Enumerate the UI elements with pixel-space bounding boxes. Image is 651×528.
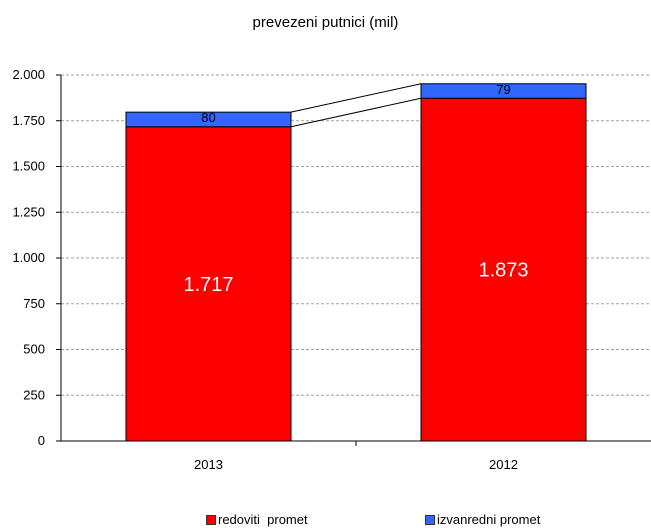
legend: redoviti promet izvanredni promet	[0, 512, 651, 528]
y-tick-label: 0	[38, 433, 45, 448]
legend-label-izvanredni: izvanredni promet	[437, 512, 541, 527]
stacked-bar-chart: 0 250 500 750 1.000 1.250 1.500 1.750 2.000 2013 2…	[12, 67, 651, 472]
legend-swatch-redoviti	[206, 514, 216, 525]
y-tick-label: 1.500	[12, 159, 45, 174]
y-tick-label: 250	[23, 387, 45, 402]
data-label-redoviti-2012: 1.873	[478, 260, 528, 282]
bar-2012-series-1	[420, 83, 587, 99]
data-label-izvanredni-2013: 80	[201, 110, 215, 125]
legend-label-redoviti: redoviti promet	[218, 512, 308, 527]
chart-title: prevezeni putnici (mil)	[252, 14, 399, 31]
legend-swatch-izvanredni	[425, 514, 435, 525]
y-tick-label: 2.000	[12, 67, 45, 82]
legend-item-redoviti: redoviti promet	[206, 512, 308, 527]
series-line-1	[290, 83, 422, 113]
x-tick-label: 2013	[194, 457, 223, 472]
y-tick-label: 1.750	[12, 113, 45, 128]
y-tick-label: 750	[23, 296, 45, 311]
x-tick-label: 2012	[489, 457, 518, 472]
bar-2012-series-0	[420, 97, 587, 442]
series-line-0	[290, 97, 422, 128]
y-tick-label: 1.250	[12, 204, 45, 219]
data-label-redoviti-2013: 1.717	[183, 274, 233, 296]
y-tick-label: 500	[23, 342, 45, 357]
y-tick-label: 1.000	[12, 250, 45, 265]
legend-item-izvanredni: izvanredni promet	[425, 512, 540, 527]
bar-2013-series-1	[125, 111, 292, 128]
data-label-izvanredni-2012: 79	[496, 82, 510, 97]
